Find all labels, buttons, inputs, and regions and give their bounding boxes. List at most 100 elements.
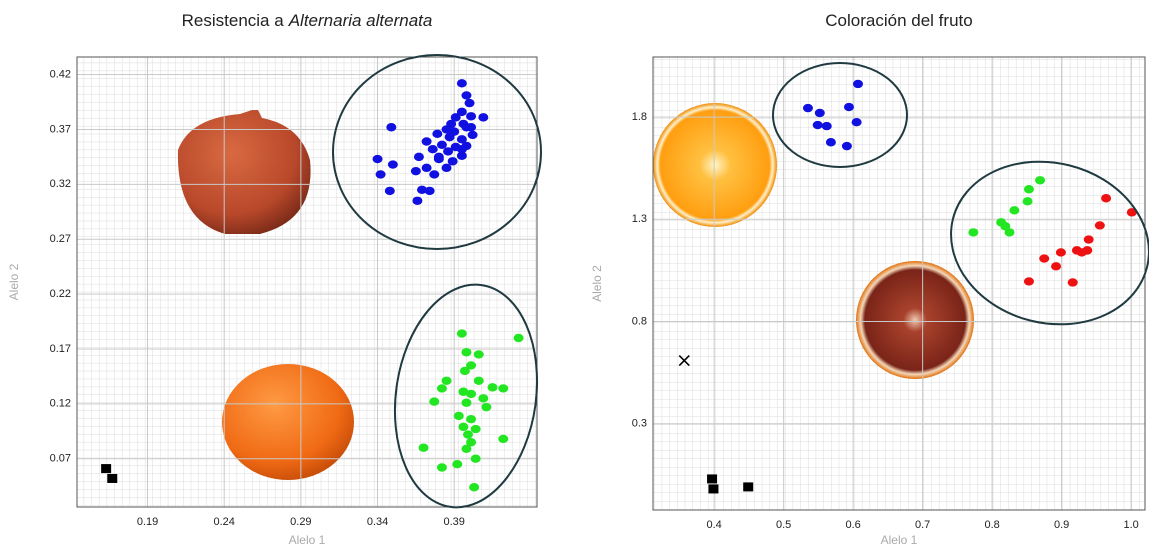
title-text: Coloración del fruto xyxy=(825,11,972,30)
y-tick-label: 0.17 xyxy=(50,343,71,355)
point xyxy=(437,384,447,392)
y-tick-label: 0.12 xyxy=(50,398,71,410)
point xyxy=(385,187,395,195)
x-tick-label: 0.9 xyxy=(1054,519,1069,531)
tangerine-image xyxy=(222,364,354,480)
title-italic: Alternaria alternata xyxy=(288,11,433,30)
point xyxy=(466,390,476,398)
point xyxy=(448,157,458,165)
point xyxy=(1024,185,1034,193)
point xyxy=(373,155,383,163)
x-tick-label: 0.19 xyxy=(137,516,158,528)
point xyxy=(443,147,453,155)
title-text: Resistencia a xyxy=(182,11,285,30)
point xyxy=(1024,277,1034,285)
y-tick-label: 0.07 xyxy=(50,453,71,465)
point xyxy=(460,367,470,375)
point xyxy=(466,112,476,120)
point xyxy=(478,113,488,121)
point xyxy=(708,484,718,493)
point xyxy=(463,430,473,438)
point xyxy=(474,377,484,385)
x-tick-label: 0.4 xyxy=(707,519,722,531)
point xyxy=(1035,176,1045,184)
point xyxy=(465,99,475,107)
point xyxy=(1039,254,1049,262)
y-tick-label: 0.42 xyxy=(50,68,71,80)
orange-image xyxy=(653,103,777,227)
y-tick-label: 1.8 xyxy=(632,111,647,123)
point xyxy=(842,142,852,150)
point xyxy=(707,474,717,483)
point xyxy=(498,435,508,443)
point xyxy=(1084,235,1094,243)
y-tick-label: 1.3 xyxy=(632,213,647,225)
point xyxy=(1051,262,1061,270)
point xyxy=(457,145,467,153)
point xyxy=(1023,197,1033,205)
y-tick-label: 0.27 xyxy=(50,233,71,245)
point xyxy=(743,482,753,491)
point xyxy=(457,79,467,87)
x-tick-label: 0.24 xyxy=(213,516,234,528)
point xyxy=(822,122,832,130)
point xyxy=(429,170,439,178)
point xyxy=(434,153,444,161)
point xyxy=(461,348,471,356)
x-tick-label: 1.0 xyxy=(1123,519,1138,531)
x-tick-label: 0.8 xyxy=(984,519,999,531)
point xyxy=(803,104,813,112)
point xyxy=(852,118,862,126)
y-tick-label: 0.32 xyxy=(50,178,71,190)
chart-page: 0.190.240.290.340.390.070.120.170.220.27… xyxy=(0,0,1149,550)
point xyxy=(388,160,398,168)
point xyxy=(437,463,447,471)
point xyxy=(411,167,421,175)
point xyxy=(461,399,471,407)
y-axis-label: Alelo 2 xyxy=(590,265,604,302)
point xyxy=(376,170,386,178)
point xyxy=(471,425,481,433)
point xyxy=(1101,194,1111,202)
x-tick-label: 0.29 xyxy=(290,516,311,528)
point xyxy=(107,474,117,483)
point xyxy=(422,164,432,172)
x-tick-label: 0.7 xyxy=(915,519,930,531)
point xyxy=(429,397,439,405)
blood-orange-image xyxy=(856,261,974,379)
point xyxy=(442,164,452,172)
point xyxy=(1095,221,1105,229)
point xyxy=(1068,278,1078,286)
point xyxy=(488,383,498,391)
point xyxy=(478,394,488,402)
point xyxy=(844,103,854,111)
x-tick-label: 0.5 xyxy=(776,519,791,531)
x-tick-label: 0.34 xyxy=(367,516,388,528)
point xyxy=(471,455,481,463)
point xyxy=(498,384,508,392)
point xyxy=(481,403,491,411)
point xyxy=(826,138,836,146)
point xyxy=(414,153,424,161)
chart-title: Coloración del fruto xyxy=(825,11,972,30)
point xyxy=(386,123,396,131)
point xyxy=(425,187,435,195)
x-axis-label: Alelo 1 xyxy=(881,533,918,547)
point xyxy=(461,91,471,99)
point xyxy=(1056,248,1066,256)
point xyxy=(101,464,111,473)
point xyxy=(428,145,438,153)
point xyxy=(469,483,479,491)
point xyxy=(437,141,447,149)
y-tick-label: 0.37 xyxy=(50,123,71,135)
point xyxy=(419,444,429,452)
point xyxy=(1077,248,1087,256)
point xyxy=(1009,206,1019,214)
point xyxy=(412,197,422,205)
point xyxy=(468,131,478,139)
point xyxy=(458,423,468,431)
point xyxy=(457,329,467,337)
point xyxy=(461,445,471,453)
y-tick-label: 0.22 xyxy=(50,288,71,300)
